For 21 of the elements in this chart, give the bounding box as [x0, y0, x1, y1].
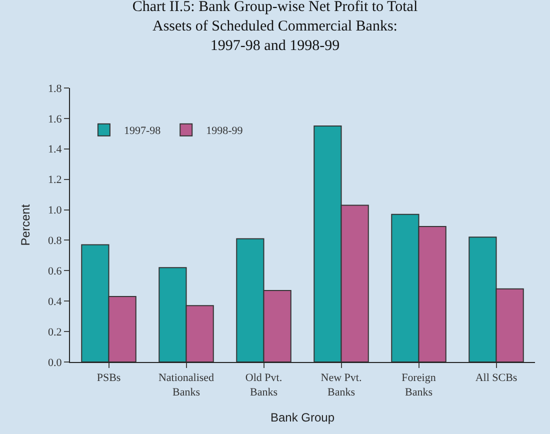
y-tick-label: 0.2 [48, 326, 62, 338]
x-tick-label: New Pvt. Banks [320, 372, 362, 398]
y-tick-label: 1.0 [48, 204, 62, 217]
y-tick-label: 1.8 [48, 82, 62, 95]
chart-title: Chart II.5: Bank Group-wise Net Profit to Total Assets of Scheduled Commercial Banks: 1997-98 and 1998-99 [132, 0, 418, 54]
y-tick-label: 1.4 [48, 144, 62, 156]
x-tick-label: All SCBs [475, 372, 518, 384]
y-axis-title: Percent [18, 204, 32, 246]
x-tick-label: Foreign Banks [402, 372, 436, 398]
legend-label: 1998-99 [206, 125, 244, 138]
x-tick-label: Nationalised Banks [158, 372, 215, 398]
y-tick-label: 1.6 [48, 113, 62, 126]
x-tick-label: PSBs [96, 372, 121, 384]
y-tick-label: 0.8 [48, 235, 62, 248]
x-tick-label: Old Pvt. Banks [245, 372, 282, 398]
y-tick-label: 0.4 [48, 296, 62, 308]
y-tick-label: 0.6 [48, 266, 62, 278]
y-tick-label: 1.2 [48, 174, 62, 186]
legend-label: 1997-98 [124, 125, 162, 138]
y-tick-label: 0.0 [48, 356, 62, 369]
x-axis-title: Bank Group [270, 410, 335, 424]
